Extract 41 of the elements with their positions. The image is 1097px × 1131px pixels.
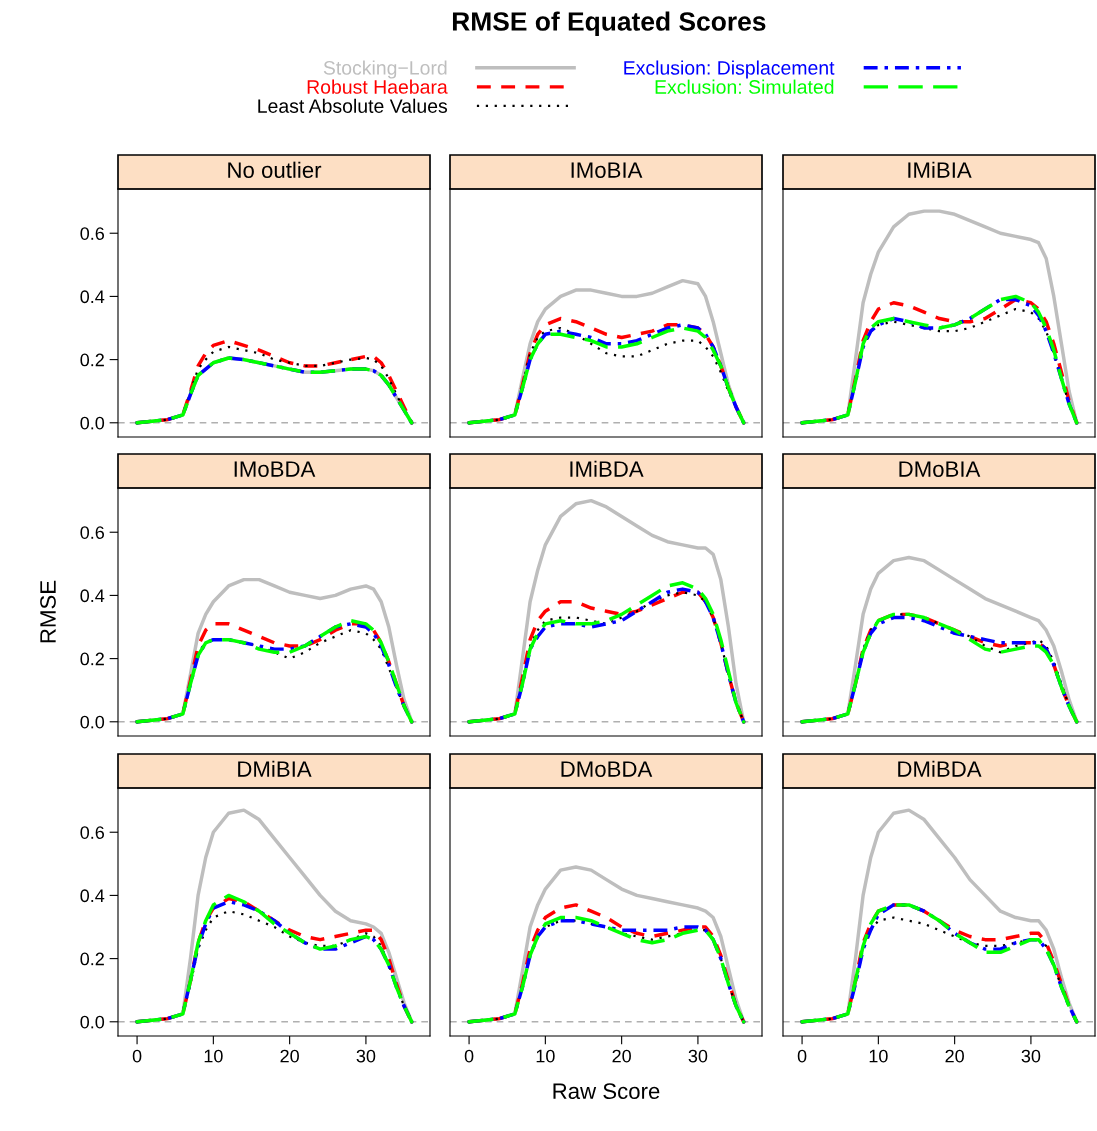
chart-title: DMoBIA [899,461,981,477]
chart-title: DMiBIA [238,760,312,777]
y-tick-label: 0.2 [80,952,104,966]
x-tick-label: 20 [280,1049,299,1063]
chart-title: IMoBDA [234,461,316,477]
x-tick-label: 0 [464,1049,474,1063]
text: RMSE of Equated Scores [452,11,766,37]
text: Exclusion: Displacement [624,60,835,79]
y-axis-title: RMSE [40,580,56,643]
x-tick-label: 10 [869,1049,888,1063]
y-tick-label: 0.6 [80,227,105,240]
chart-title: IMoBIA [571,162,643,178]
text: Least Absolute Values [258,98,448,113]
x-tick-label: 10 [204,1049,223,1063]
x-tick-label: 0 [132,1049,142,1063]
x-axis-title: Raw Score [553,1083,660,1100]
chart-title: DMiBDA [898,760,982,777]
chart-title: IMiBIA [908,161,972,178]
text: Stocking−Lord [323,60,447,79]
y-tick-label: 0.0 [80,715,105,729]
text: Robust Haebara [307,79,448,94]
y-tick-label: 0.0 [80,416,105,430]
y-tick-label: 0.0 [80,1015,105,1029]
text: Exclusion: Simulated [655,79,834,94]
x-tick-label: 20 [945,1049,964,1063]
chart-title: DMoBDA [561,761,653,777]
y-tick-label: 0.2 [80,353,104,367]
x-tick-label: 30 [688,1049,708,1063]
chart-title: IMiBDA [570,460,644,477]
y-tick-label: 0.4 [80,589,105,603]
x-tick-label: 10 [536,1049,555,1063]
x-tick-label: 20 [612,1049,631,1063]
y-tick-label: 0.6 [80,526,105,539]
y-tick-label: 0.2 [80,652,104,666]
x-tick-label: 30 [1021,1049,1041,1063]
y-tick-label: 0.6 [80,826,105,839]
x-tick-label: 0 [797,1049,807,1063]
x-tick-label: 30 [356,1049,376,1063]
y-tick-label: 0.4 [80,290,105,304]
y-tick-label: 0.4 [80,889,105,903]
chart-title: No outlier [228,161,322,178]
